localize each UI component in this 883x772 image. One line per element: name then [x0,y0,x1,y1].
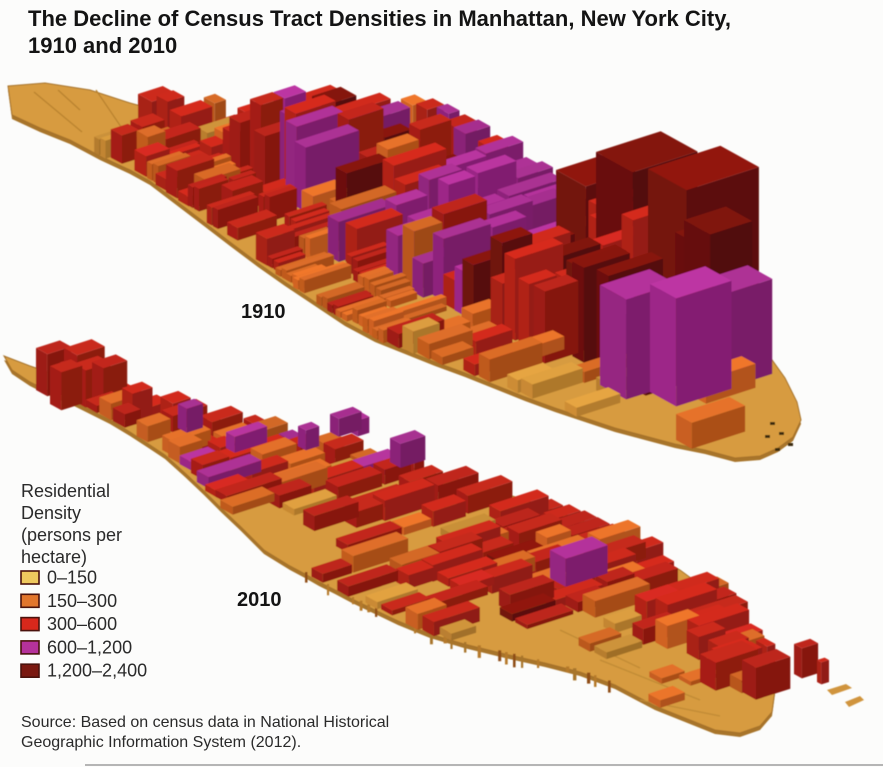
svg-text:hectare): hectare) [21,547,87,567]
svg-text:0–150: 0–150 [47,568,97,588]
svg-text:Residential: Residential [21,481,110,501]
svg-text:150–300: 150–300 [47,591,117,611]
svg-text:2010: 2010 [237,589,282,611]
svg-text:1910 and 2010: 1910 and 2010 [28,33,177,58]
svg-text:600–1,200: 600–1,200 [47,637,132,657]
svg-text:The Decline of Census Tract De: The Decline of Census Tract Densities in… [28,6,731,31]
svg-text:1,200–2,400: 1,200–2,400 [47,661,147,681]
svg-text:300–600: 300–600 [47,614,117,634]
svg-text:Geographic Information System: Geographic Information System (2012). [21,734,301,751]
svg-text:1910: 1910 [241,301,286,323]
svg-text:(persons per: (persons per [21,525,122,545]
svg-text:Source: Based on census data i: Source: Based on census data in National… [21,714,389,731]
svg-text:Density: Density [21,503,81,523]
